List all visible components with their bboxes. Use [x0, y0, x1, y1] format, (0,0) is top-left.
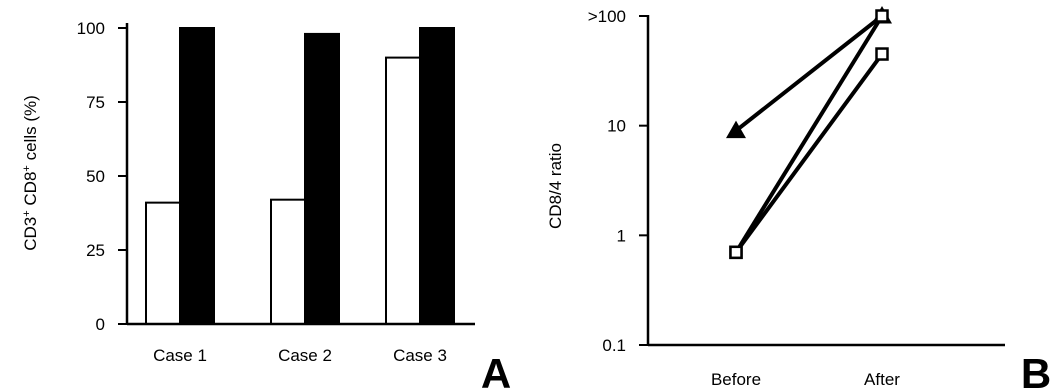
bar-series-group [145, 27, 455, 325]
series-line-3 [734, 52, 884, 254]
bar-white-case-1 [145, 201, 181, 325]
y-tick-label: >100 [588, 7, 626, 26]
y-tick-label: 100 [77, 19, 105, 38]
bar-white-case-3 [385, 56, 421, 325]
y-axis-title-tail: cells (%) [21, 95, 40, 165]
y-axis-title: CD8/4 ratio [546, 143, 565, 229]
y-tick-label: 0 [96, 315, 105, 334]
y-tick-label: 1 [617, 226, 626, 245]
bar-black-case-3 [419, 27, 455, 325]
y-tick-label: 10 [607, 117, 626, 136]
y-axis-title: CD3+ CD8+ cells (%) [21, 95, 40, 251]
y-tick-label: 75 [86, 93, 105, 112]
x-tick-label: Case 2 [278, 346, 332, 365]
y-axis-title-sup2: + [21, 165, 33, 171]
y-tick-label: 25 [86, 241, 105, 260]
series-line-2 [734, 14, 884, 254]
y-tick-label: 50 [86, 167, 105, 186]
panel-a-bar-chart: 0 25 50 75 100 Case 1 Case 2 Case 3 CD3+ CD8+ … [21, 19, 511, 391]
y-tick-group: 0 25 50 75 100 [77, 19, 127, 334]
panel-letter-b: B [1021, 350, 1051, 391]
y-tick-label: 0.1 [602, 336, 626, 355]
x-tick-label: Before [711, 370, 761, 389]
panel-letter-a: A [481, 350, 511, 391]
y-axis-title-main: CD3 [21, 217, 40, 251]
triangle-marker-1-before [726, 120, 746, 139]
square-marker-3-after [875, 47, 889, 61]
square-marker-3-before [729, 245, 743, 260]
x-tick-label: Case 3 [393, 346, 447, 365]
y-axis-title-mid: CD8 [21, 172, 40, 211]
series-lines-group [734, 14, 884, 254]
x-tick-label: After [864, 370, 900, 389]
y-tick-group: 0.1 1 10 >100 [588, 7, 648, 355]
square-marker-2-after [875, 9, 889, 23]
bar-black-case-1 [179, 27, 215, 325]
series-markers-group [726, 6, 892, 260]
x-tick-group: Before After [711, 370, 900, 389]
bar-white-case-2 [270, 198, 306, 325]
x-tick-label: Case 1 [153, 346, 207, 365]
bar-black-case-2 [304, 32, 340, 325]
y-axis-title-sup1: + [21, 210, 33, 216]
series-line-1 [734, 14, 884, 133]
panel-b-line-chart: 0.1 1 10 >100 Before After CD8/4 ratio B [546, 6, 1051, 391]
x-tick-group: Case 1 Case 2 Case 3 [153, 346, 447, 365]
